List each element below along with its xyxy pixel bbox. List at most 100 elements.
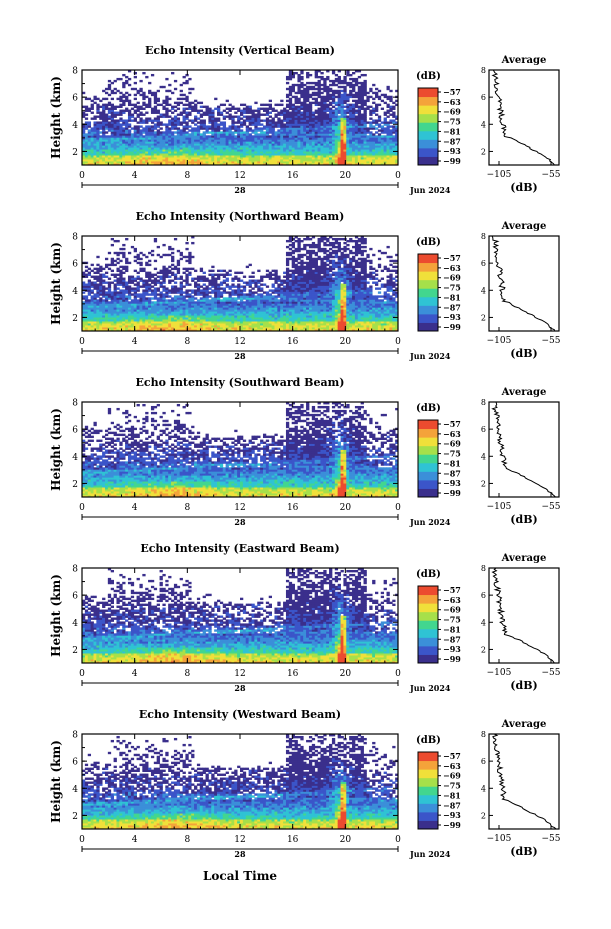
heatmap-cell: [205, 105, 209, 109]
heatmap-cell: [185, 117, 189, 120]
heatmap-cell: [113, 127, 117, 130]
heatmap-cell: [90, 143, 94, 146]
heatmap-cell: [130, 155, 135, 158]
heatmap-cell: [202, 319, 206, 322]
heatmap-cell: [340, 137, 344, 140]
heatmap-cell: [222, 155, 227, 158]
heatmap-cell: [357, 119, 362, 122]
heatmap-cell: [214, 319, 218, 322]
heatmap-cell: [303, 91, 307, 95]
heatmap-cell: [82, 137, 86, 140]
heatmap-cell: [173, 139, 178, 142]
heatmap-cell: [331, 147, 336, 150]
heatmap-cell: [389, 95, 393, 99]
heatmap-cell: [300, 145, 304, 148]
heatmap-cell: [211, 297, 215, 300]
heatmap-cell: [326, 95, 330, 99]
heatmap-cell: [360, 113, 364, 116]
heatmap-cell: [202, 327, 206, 330]
heatmap-cell: [211, 317, 215, 320]
heatmap-cell: [96, 145, 100, 148]
heatmap-cell: [188, 149, 192, 152]
heatmap-cell: [202, 135, 206, 138]
heatmap-cell: [214, 135, 218, 138]
heatmap-cell: [139, 131, 143, 134]
heatmap-cell: [130, 293, 135, 296]
heatmap-cell: [214, 297, 218, 300]
heatmap-cell: [133, 105, 137, 109]
heatmap-cell: [148, 297, 152, 300]
heatmap-cell: [176, 313, 181, 316]
heatmap-cell: [122, 155, 126, 158]
heatmap-cell: [363, 121, 367, 124]
heatmap-cell: [369, 153, 373, 156]
heatmap-cell: [162, 327, 166, 330]
heatmap-cell: [84, 147, 89, 150]
heatmap-cell: [386, 131, 390, 134]
heatmap-cell: [96, 291, 100, 294]
heatmap-cell: [288, 155, 293, 158]
heatmap-cell: [125, 75, 129, 79]
heatmap-cell: [139, 117, 143, 120]
heatmap-cell: [102, 155, 106, 158]
heatmap-cell: [194, 129, 198, 132]
heatmap-cell: [363, 109, 367, 112]
heatmap-cell: [303, 125, 307, 128]
heatmap-cell: [110, 157, 114, 160]
heatmap-cell: [102, 153, 106, 156]
heatmap-cell: [145, 147, 149, 150]
heatmap-cell: [343, 87, 347, 91]
heatmap-cell: [352, 163, 356, 166]
heatmap-cell: [386, 157, 390, 160]
heatmap-cell: [354, 147, 359, 150]
heatmap-cell: [104, 147, 109, 150]
heatmap-cell: [125, 145, 129, 148]
heatmap-cell: [171, 315, 175, 318]
heatmap-cell: [133, 289, 137, 292]
heatmap-cell: [139, 269, 143, 273]
heatmap-cell: [182, 315, 186, 318]
heatmap-cell: [125, 131, 129, 134]
heatmap-cell: [188, 329, 192, 332]
heatmap-cell: [320, 159, 324, 162]
heatmap-cell: [260, 157, 264, 160]
heatmap-cell: [168, 289, 172, 292]
heatmap-cell: [113, 105, 117, 109]
heatmap-cell: [130, 149, 135, 152]
heatmap-cell: [159, 271, 163, 275]
heatmap-cell: [171, 291, 175, 294]
heatmap-cell: [173, 287, 178, 290]
heatmap-cell: [188, 303, 192, 306]
heatmap-cell: [346, 123, 350, 126]
heatmap-cell: [96, 115, 100, 118]
heatmap-cell: [93, 293, 97, 296]
heatmap-cell: [395, 141, 399, 144]
heatmap-cell: [130, 107, 135, 110]
heatmap-cell: [389, 149, 393, 152]
heatmap-cell: [171, 309, 175, 312]
heatmap-cell: [168, 131, 172, 134]
heatmap-cell: [242, 145, 247, 148]
heatmap-cell: [93, 271, 97, 275]
heatmap-cell: [357, 129, 362, 132]
heatmap-cell: [116, 127, 120, 130]
heatmap-cell: [363, 87, 367, 91]
heatmap-cell: [188, 313, 192, 316]
heatmap-cell: [139, 121, 143, 124]
heatmap-cell: [99, 325, 103, 328]
heatmap-cell: [156, 137, 160, 140]
heatmap-cell: [130, 319, 135, 322]
heatmap-cell: [300, 153, 304, 156]
heatmap-cell: [168, 89, 172, 93]
heatmap-cell: [162, 147, 166, 150]
heatmap-cell: [139, 155, 143, 158]
heatmap-cell: [337, 157, 341, 160]
heatmap-cell: [104, 299, 109, 302]
heatmap-cell: [274, 141, 278, 144]
heatmap-cell: [96, 277, 100, 280]
heatmap-cell: [93, 147, 97, 150]
heatmap-cell: [352, 117, 356, 120]
heatmap-cell: [271, 163, 275, 166]
heatmap-cell: [225, 301, 229, 304]
heatmap-cell: [148, 161, 152, 164]
